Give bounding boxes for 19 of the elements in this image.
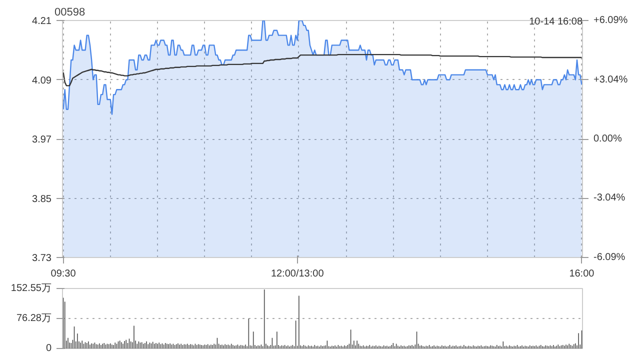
y-tick-label: 4.09 (32, 75, 52, 86)
y-tick-label: 152.55万 (10, 283, 52, 294)
y-tick-label: 3.97 (32, 134, 52, 146)
x-tick-label: 16:00 (569, 268, 595, 280)
x-tick-label: 09:30 (50, 268, 76, 280)
y2-tick-label: +6.09% (594, 15, 628, 26)
y-tick-label: 3.73 (32, 253, 52, 264)
y2-tick-label: 0.00% (594, 134, 622, 144)
y-tick-label: 3.85 (32, 194, 52, 205)
y2-tick-label: -6.09% (594, 252, 626, 263)
x-tick-label: 12:00/13:00 (270, 268, 324, 280)
y-tick-label: 4.21 (32, 16, 52, 27)
y-tick-label: 76.28万 (16, 313, 52, 324)
chart-title: 00598 (54, 6, 86, 18)
y2-tick-label: +3.04% (594, 74, 628, 86)
y2-tick-label: -3.04% (594, 192, 626, 204)
annotation: 10-14 16:08 (529, 16, 583, 28)
line-series (62, 54, 582, 86)
y-tick-label: 0 (46, 343, 52, 354)
